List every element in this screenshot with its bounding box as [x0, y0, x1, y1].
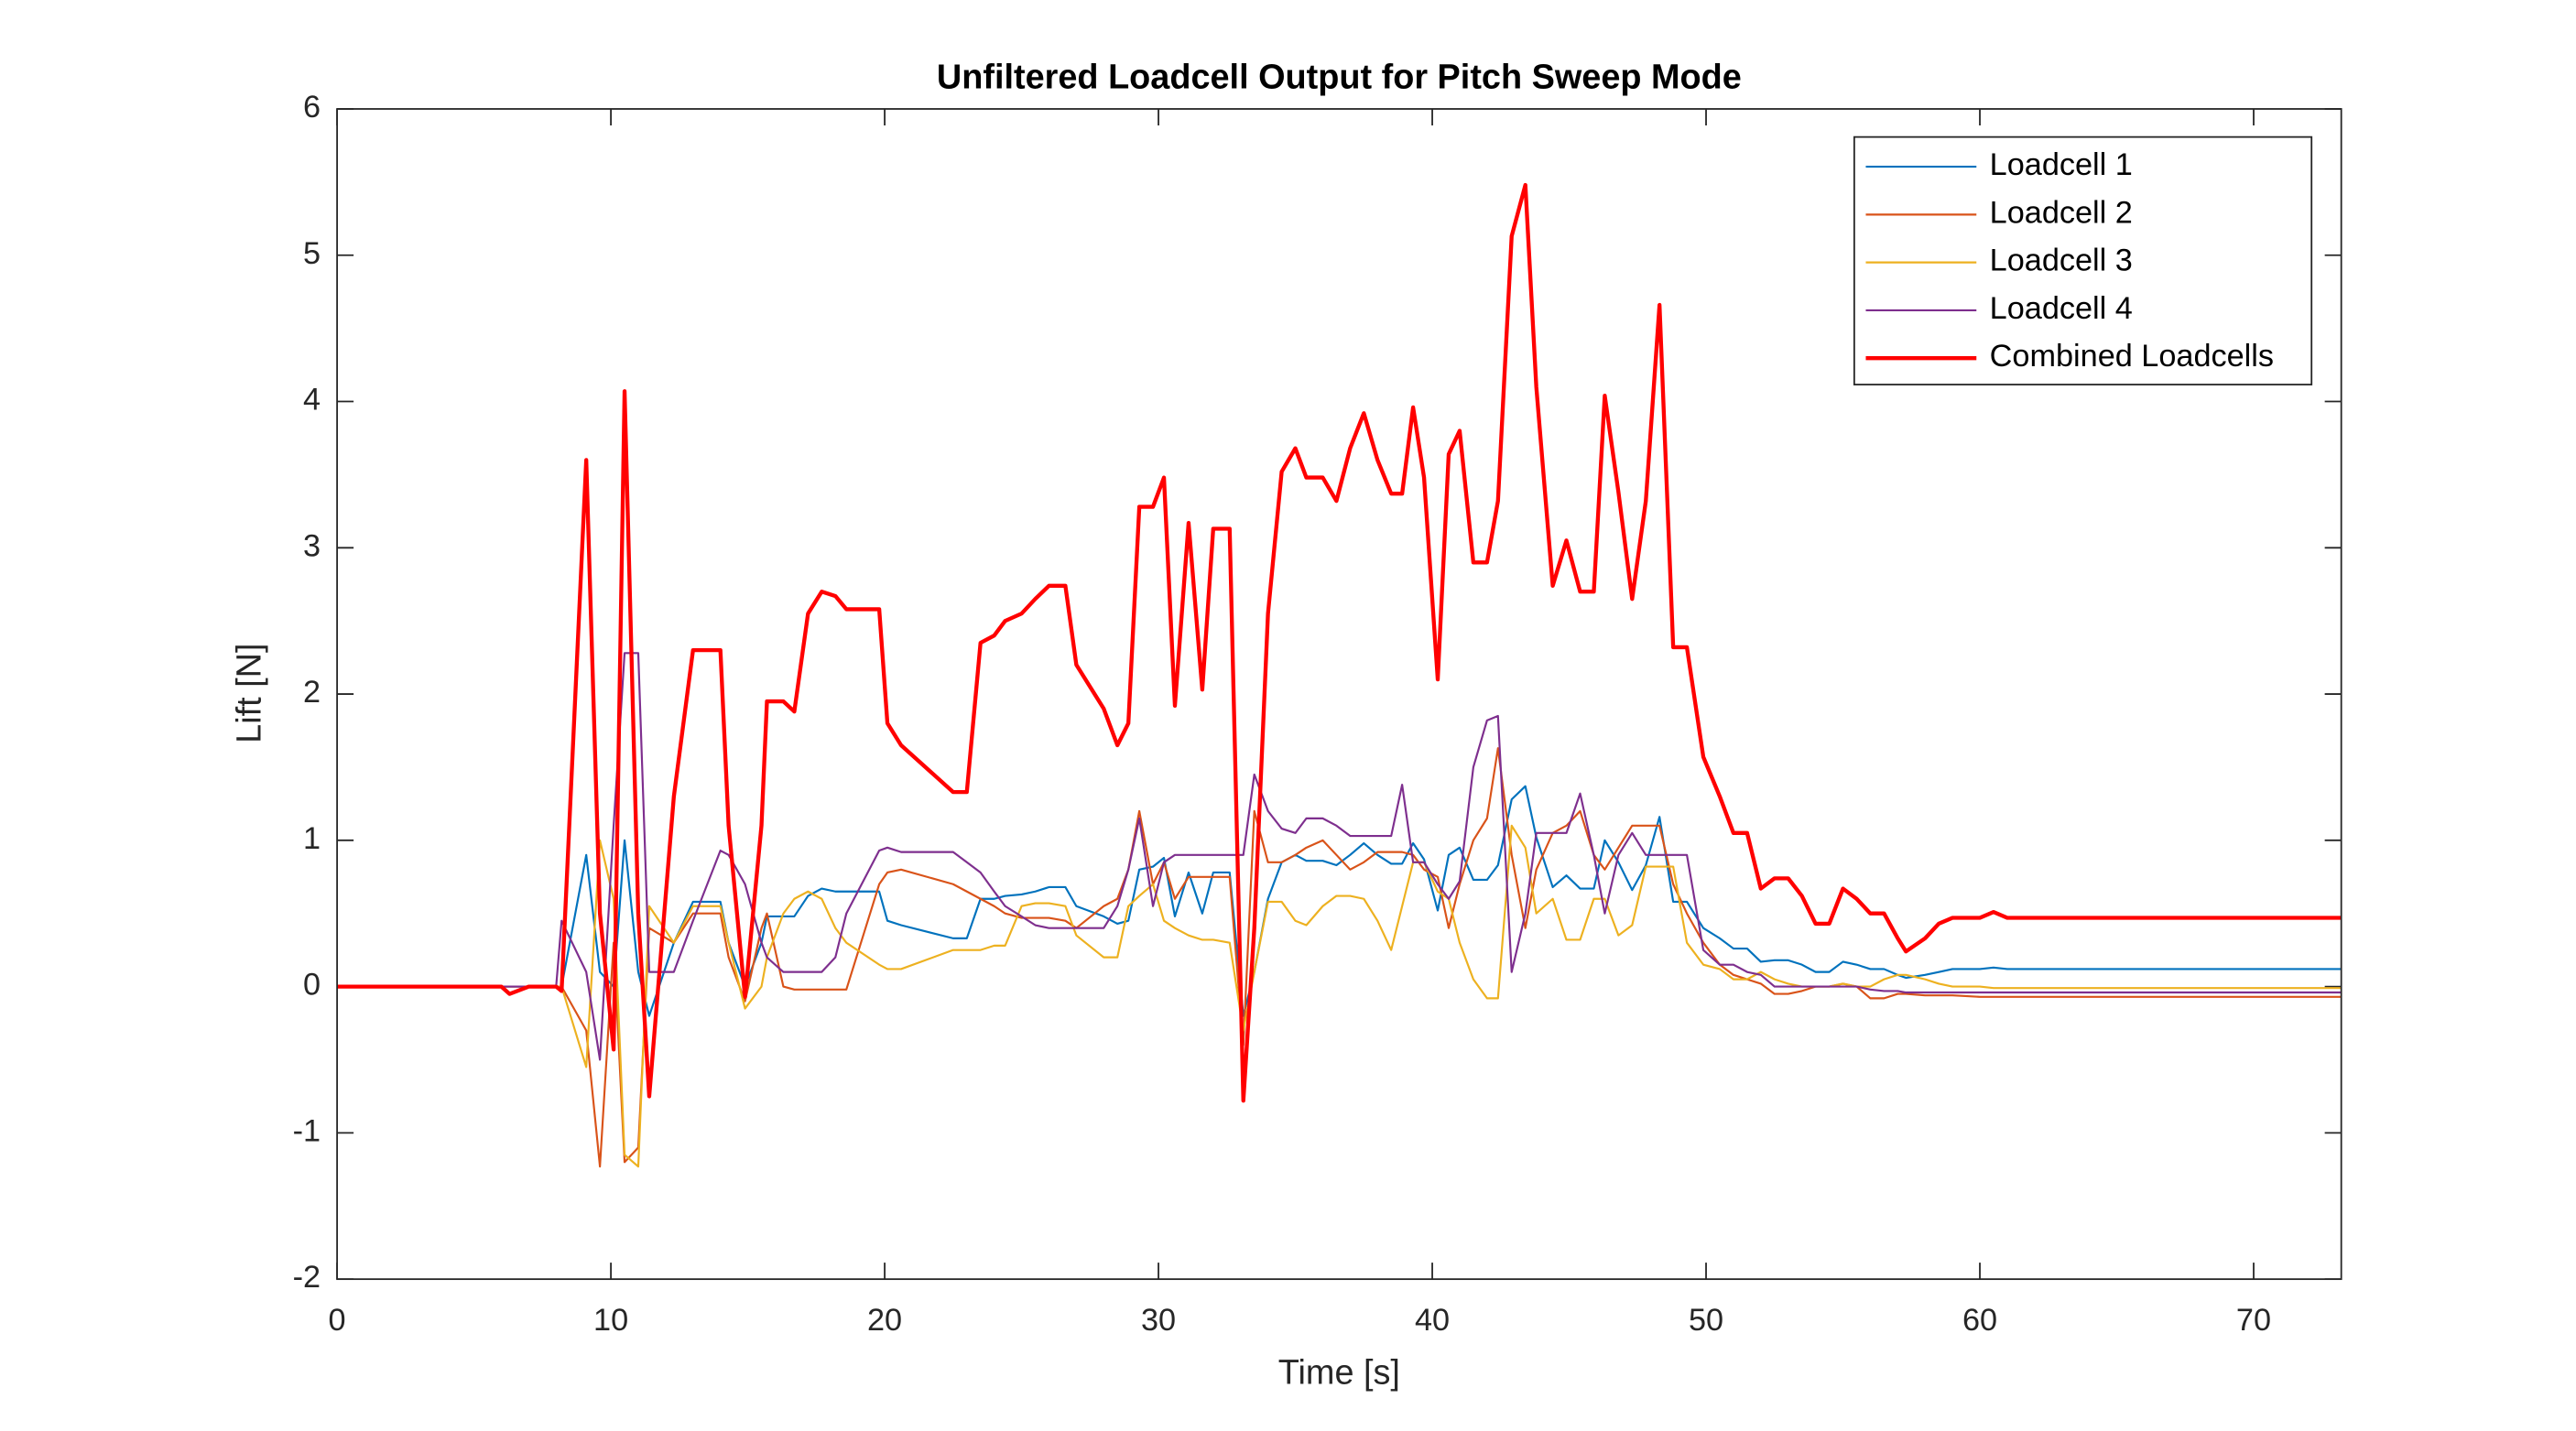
y-tick-label: -2 — [293, 1260, 321, 1295]
y-tick-label: 5 — [303, 236, 321, 271]
legend-label: Loadcell 2 — [1990, 195, 2133, 230]
y-tick-label: 0 — [303, 968, 321, 1003]
x-tick-label: 20 — [867, 1303, 902, 1338]
x-axis-label: Time [s] — [1278, 1354, 1400, 1393]
y-tick-label: 2 — [303, 675, 321, 710]
x-tick-label: 70 — [2236, 1303, 2271, 1338]
x-tick-label: 30 — [1141, 1303, 1176, 1338]
legend-label: Loadcell 4 — [1990, 291, 2133, 326]
axes-box — [336, 108, 2342, 1281]
y-tick-label: 1 — [303, 821, 321, 856]
y-tick-label: 6 — [303, 90, 321, 125]
series-line — [337, 652, 2342, 1061]
chart-title: Unfiltered Loadcell Output for Pitch Swe… — [937, 59, 1742, 97]
series-line — [337, 747, 2342, 1168]
legend-label: Loadcell 3 — [1990, 244, 2133, 278]
legend-box — [1853, 136, 2313, 385]
y-axis-label: Lift [N] — [230, 643, 268, 743]
y-tick-label: 4 — [303, 383, 321, 417]
series-line — [337, 182, 2342, 1103]
legend-label: Loadcell 1 — [1990, 147, 2133, 182]
x-tick-label: 0 — [329, 1303, 346, 1338]
y-tick-label: -1 — [293, 1113, 321, 1148]
x-tick-label: 40 — [1415, 1303, 1450, 1338]
y-tick-label: 3 — [303, 528, 321, 563]
x-tick-label: 50 — [1689, 1303, 1723, 1338]
x-tick-label: 60 — [1962, 1303, 1997, 1338]
legend-label: Combined Loadcells — [1990, 339, 2274, 374]
x-tick-label: 10 — [593, 1303, 628, 1338]
series-line — [337, 824, 2342, 1168]
